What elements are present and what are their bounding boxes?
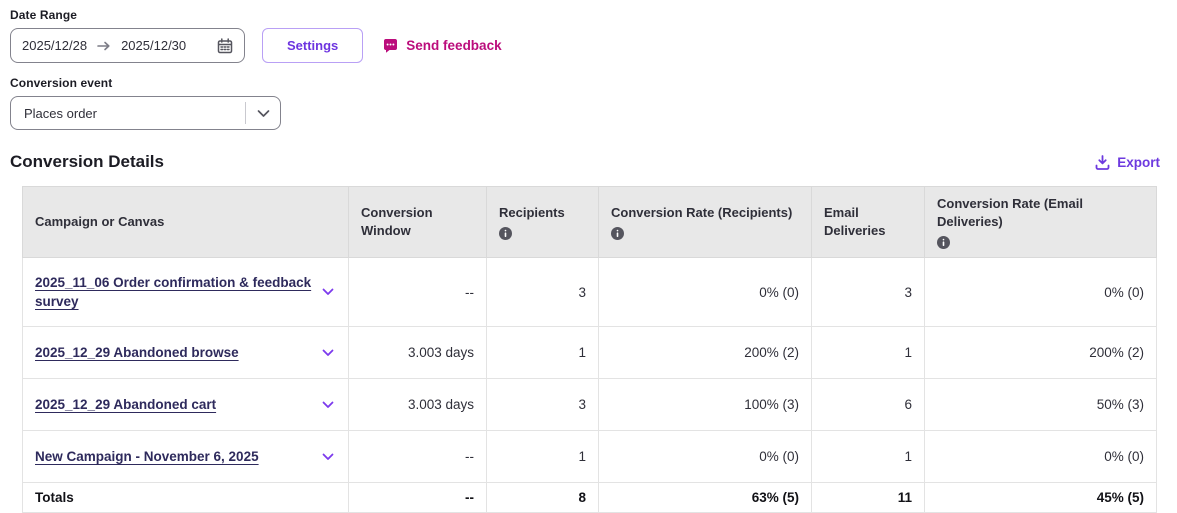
page-title: Conversion Details [10,152,164,171]
conversion-event-select[interactable]: Places order [10,96,281,130]
date-end-value[interactable]: 2025/12/30 [121,38,187,53]
col-header-email-deliveries: Email Deliveries [811,186,925,258]
date-start-value[interactable]: 2025/12/28 [22,38,88,53]
email-deliveries-cell: 6 [811,378,925,431]
cr-recipients-cell: 0% (0) [598,257,812,327]
chevron-down-icon[interactable] [246,109,280,118]
date-range-input[interactable]: 2025/12/28 2025/12/30 [10,28,245,63]
chevron-down-icon[interactable] [316,399,340,411]
export-label: Export [1117,154,1160,170]
totals-cr-recipients: 63% (5) [598,482,812,513]
email-deliveries-cell: 1 [811,430,925,483]
table-row: 2025_12_29 Abandoned browse 3.003 days 1… [22,326,1157,379]
campaign-link[interactable]: 2025_11_06 Order confirmation & feedback… [35,275,312,309]
info-icon[interactable] [499,227,512,240]
speech-bubble-icon [382,38,399,54]
recipients-cell: 3 [486,257,599,327]
recipients-cell: 3 [486,378,599,431]
campaign-link[interactable]: New Campaign - November 6, 2025 [35,449,259,464]
totals-row: Totals -- 8 63% (5) 11 45% (5) [22,482,1157,513]
conversion-event-label: Conversion event [10,76,113,90]
cr-recipients-cell: 200% (2) [598,326,812,379]
totals-email-deliveries: 11 [811,482,925,513]
conversion-window-cell: -- [348,257,487,327]
cr-email-cell: 0% (0) [924,430,1157,483]
campaign-cell: 2025_12_29 Abandoned browse [22,326,349,379]
totals-label: Totals [22,482,349,513]
recipients-cell: 1 [486,430,599,483]
campaign-cell: 2025_12_29 Abandoned cart [22,378,349,431]
section-header: Conversion Details Export [0,152,1177,172]
info-icon[interactable] [611,227,624,240]
chevron-down-icon[interactable] [316,286,340,298]
table-row: 2025_11_06 Order confirmation & feedback… [22,257,1157,327]
totals-recipients: 8 [486,482,599,513]
export-button[interactable]: Export [1095,155,1160,170]
col-header-conversion-window: Conversion Window [348,186,487,258]
table-row: 2025_12_29 Abandoned cart 3.003 days 3 1… [22,378,1157,431]
totals-cr-email: 45% (5) [924,482,1157,513]
col-header-cr-recipients: Conversion Rate (Recipients) [598,186,812,258]
cr-email-cell: 0% (0) [924,257,1157,327]
cr-email-cell: 50% (3) [924,378,1157,431]
conversion-details-table: Campaign or Canvas Conversion Window Rec… [22,186,1157,513]
campaign-link[interactable]: 2025_12_29 Abandoned browse [35,345,239,360]
email-deliveries-cell: 1 [811,326,925,379]
email-deliveries-cell: 3 [811,257,925,327]
campaign-link[interactable]: 2025_12_29 Abandoned cart [35,397,217,412]
totals-window: -- [348,482,487,513]
col-header-cr-email-deliveries: Conversion Rate (Email Deliveries) [924,186,1157,258]
filters-section: Date Range 2025/12/28 2025/12/30 Setting… [0,8,1177,130]
table-row: New Campaign - November 6, 2025 -- 1 0% … [22,430,1157,483]
cr-recipients-cell: 100% (3) [598,378,812,431]
conversion-event-value: Places order [24,105,97,121]
send-feedback-label: Send feedback [406,38,502,53]
table-header-row: Campaign or Canvas Conversion Window Rec… [22,186,1157,258]
select-divider [245,102,246,124]
cr-recipients-cell: 0% (0) [598,430,812,483]
download-icon [1095,154,1110,170]
conversion-window-cell: 3.003 days [348,378,487,431]
col-header-campaign: Campaign or Canvas [22,186,349,258]
arrow-right-icon [97,40,111,52]
chevron-down-icon[interactable] [316,451,340,463]
settings-button[interactable]: Settings [262,28,364,63]
conversion-window-cell: -- [348,430,487,483]
chevron-down-icon[interactable] [316,347,340,359]
campaign-cell: 2025_11_06 Order confirmation & feedback… [22,257,349,327]
cr-email-cell: 200% (2) [924,326,1157,379]
info-icon[interactable] [937,236,950,249]
calendar-icon[interactable] [217,37,233,54]
campaign-cell: New Campaign - November 6, 2025 [22,430,349,483]
col-header-recipients: Recipients [486,186,599,258]
conversion-window-cell: 3.003 days [348,326,487,379]
send-feedback-link[interactable]: Send feedback [382,38,502,54]
recipients-cell: 1 [486,326,599,379]
date-range-label: Date Range [10,8,78,22]
